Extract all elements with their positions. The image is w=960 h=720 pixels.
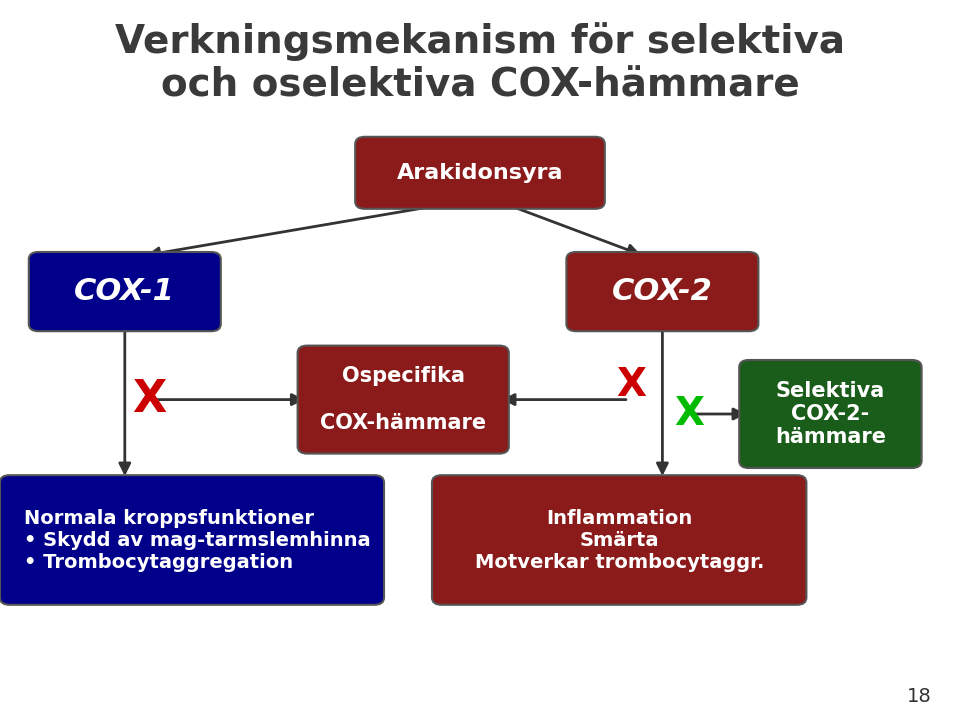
Text: Normala kroppsfunktioner
• Skydd av mag-tarmslemhinna
• Trombocytaggregation: Normala kroppsfunktioner • Skydd av mag-…: [24, 508, 371, 572]
Text: Inflammation
Smärta
Motverkar trombocytaggr.: Inflammation Smärta Motverkar trombocyta…: [474, 508, 764, 572]
Text: Ospecifika

COX-hämmare: Ospecifika COX-hämmare: [320, 366, 487, 433]
Text: X: X: [674, 395, 705, 433]
FancyBboxPatch shape: [432, 475, 806, 605]
Text: 18: 18: [906, 687, 931, 706]
Text: COX-1: COX-1: [74, 277, 176, 306]
Text: Selektiva
COX-2-
hämmare: Selektiva COX-2- hämmare: [775, 381, 886, 447]
Text: COX-2: COX-2: [612, 277, 713, 306]
FancyBboxPatch shape: [29, 252, 221, 331]
FancyBboxPatch shape: [355, 137, 605, 209]
FancyBboxPatch shape: [566, 252, 758, 331]
FancyBboxPatch shape: [0, 475, 384, 605]
FancyBboxPatch shape: [298, 346, 509, 454]
Text: X: X: [616, 366, 647, 404]
FancyBboxPatch shape: [739, 360, 922, 468]
Text: Verkningsmekanism för selektiva
och oselektiva COX-hämmare: Verkningsmekanism för selektiva och osel…: [115, 22, 845, 104]
Text: Arakidonsyra: Arakidonsyra: [396, 163, 564, 183]
Text: X: X: [132, 378, 166, 421]
